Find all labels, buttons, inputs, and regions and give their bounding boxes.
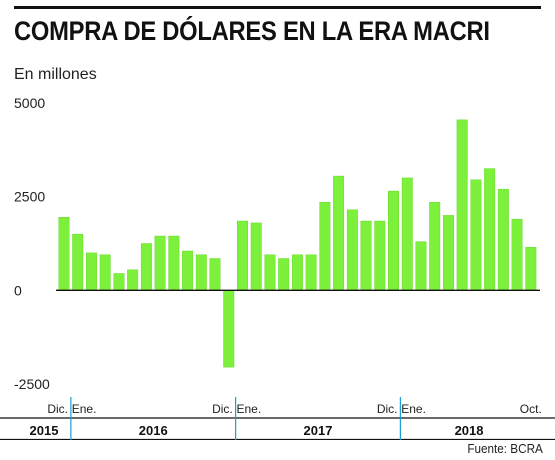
bar bbox=[264, 254, 276, 291]
bar bbox=[497, 188, 509, 291]
bar bbox=[346, 209, 358, 291]
bar bbox=[278, 258, 290, 291]
bar bbox=[127, 269, 139, 291]
x-tick-label: Dic. bbox=[47, 402, 68, 416]
bar bbox=[182, 250, 194, 291]
x-tick-label: Ene. bbox=[401, 402, 426, 416]
bar bbox=[168, 235, 180, 291]
bar bbox=[511, 218, 523, 291]
bar bbox=[154, 235, 166, 291]
x-tick-label: Dic. bbox=[377, 402, 398, 416]
bar bbox=[72, 233, 84, 291]
bar bbox=[58, 217, 70, 291]
title-rule bbox=[14, 6, 541, 9]
bar bbox=[113, 273, 125, 291]
y-tick-label: 0 bbox=[14, 282, 22, 298]
bar bbox=[415, 241, 427, 291]
bar bbox=[291, 254, 303, 291]
y-axis-ticks: 5000 2500 0 -2500 bbox=[14, 95, 50, 392]
y-tick-label: -2500 bbox=[14, 376, 50, 392]
bar bbox=[223, 290, 235, 368]
bar bbox=[250, 222, 262, 291]
year-labels: 2015 2016 2017 2018 bbox=[30, 423, 484, 438]
bar bbox=[237, 220, 248, 291]
x-tick-label: Dic. bbox=[212, 402, 233, 416]
x-axis-ticks: Dic. Ene. Dic. Ene. Dic. Ene. Oct. bbox=[47, 402, 541, 416]
unit-label: En millones bbox=[14, 66, 97, 83]
year-label: 2018 bbox=[455, 423, 484, 438]
bar bbox=[470, 179, 482, 291]
year-label: 2015 bbox=[30, 423, 59, 438]
bar bbox=[456, 119, 468, 291]
bar bbox=[360, 220, 372, 291]
bar bbox=[86, 252, 97, 291]
y-tick-label: 5000 bbox=[14, 95, 45, 111]
bar bbox=[333, 175, 345, 291]
bar bbox=[484, 168, 496, 291]
bar bbox=[140, 243, 152, 291]
year-label: 2016 bbox=[139, 423, 168, 438]
source-note: Fuente: BCRA bbox=[467, 441, 543, 456]
bar bbox=[374, 220, 386, 291]
bar-series bbox=[58, 119, 537, 368]
bar bbox=[195, 254, 207, 291]
bar bbox=[209, 258, 221, 291]
bar bbox=[442, 215, 454, 291]
bar bbox=[305, 254, 317, 291]
x-tick-label: Oct. bbox=[520, 402, 542, 416]
x-tick-label: Ene. bbox=[72, 402, 97, 416]
year-label: 2017 bbox=[304, 423, 333, 438]
time-axis bbox=[0, 397, 555, 440]
chart-title: COMPRA DE DÓLARES EN LA ERA MACRI bbox=[14, 16, 490, 46]
bar bbox=[99, 254, 111, 291]
bar bbox=[525, 247, 537, 291]
x-tick-label: Ene. bbox=[236, 402, 261, 416]
bar bbox=[401, 177, 413, 291]
bar bbox=[388, 190, 399, 291]
y-tick-label: 2500 bbox=[14, 189, 45, 205]
bar bbox=[319, 202, 331, 291]
bar bbox=[429, 202, 441, 291]
